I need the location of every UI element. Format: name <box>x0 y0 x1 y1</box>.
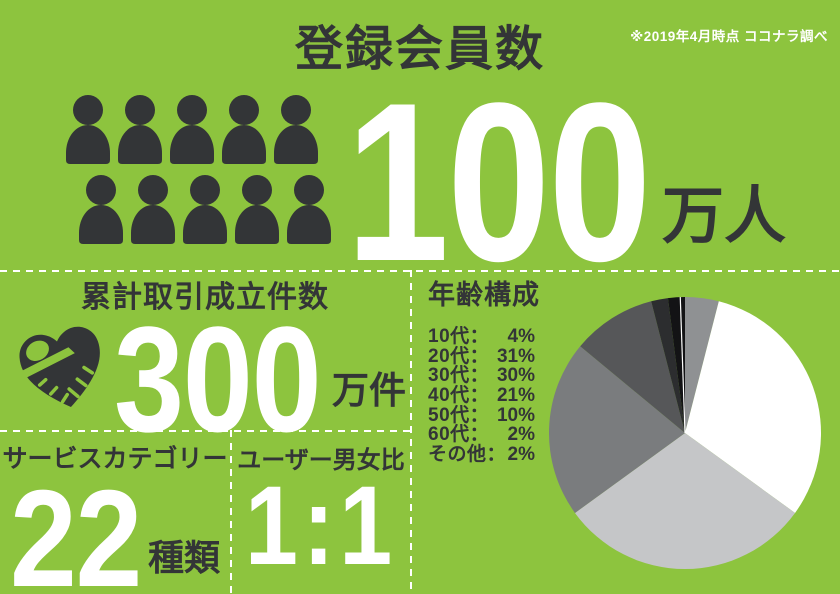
transactions-unit: 万件 <box>332 370 406 411</box>
person-icon <box>274 95 318 164</box>
person-icon <box>222 95 266 164</box>
page-title: 登録会員数 <box>294 23 545 76</box>
legend-row: その他： 2% <box>428 439 535 465</box>
members-unit: 万人 <box>662 182 787 251</box>
gender-ratio: 1:1 <box>245 463 397 588</box>
legend-value: 2% <box>507 424 535 446</box>
transactions-title: 累計取引成立件数 <box>81 281 329 314</box>
divider-main-vertical <box>410 270 412 594</box>
person-icon <box>131 175 175 244</box>
legend-value: 31% <box>496 345 535 367</box>
members-count: 100 <box>346 55 651 308</box>
person-icon <box>66 95 110 164</box>
age-chart-title: 年齢構成 <box>428 280 540 310</box>
legend-value: 10% <box>496 404 535 426</box>
legend-row: 30代： 30% <box>428 360 535 386</box>
legend-label: 30代： <box>428 365 490 387</box>
legend-label: 20代： <box>428 345 490 367</box>
categories-count: 22 <box>10 462 142 594</box>
person-icon <box>235 175 279 244</box>
survey-note: ※2019年4月時点 ココナラ調べ <box>630 29 828 44</box>
pie-slice-50代 <box>580 301 685 433</box>
legend-row: 40代： 21% <box>428 380 535 406</box>
pie-slice-60代 <box>651 298 685 433</box>
legend-label: 40代： <box>428 385 490 407</box>
gender-title: ユーザー男女比 <box>237 447 405 474</box>
person-icon <box>79 175 123 244</box>
legend-label: 50代： <box>428 404 490 426</box>
divider-top <box>0 270 840 272</box>
pie-slice-20代 <box>685 301 822 513</box>
pie-slice-separator <box>679 297 686 434</box>
age-legend: 10代： 4% 20代： 31% 30代： 30% 40代： 21% 50代： 10% 60代： 2%… <box>428 321 535 465</box>
categories-unit: 種類 <box>148 537 221 578</box>
legend-row: 50代： 10% <box>428 400 535 426</box>
legend-value: 21% <box>496 385 535 407</box>
pie-slice-10代 <box>685 297 719 433</box>
legend-row: 20代： 31% <box>428 341 535 367</box>
pie-slice-その他 <box>667 297 685 433</box>
pie-slice-30代 <box>574 433 796 570</box>
handshake-heart-icon <box>19 326 100 408</box>
legend-label: 10代： <box>428 326 490 347</box>
people-icons <box>66 95 331 244</box>
categories-title: サービスカテゴリー <box>2 445 228 473</box>
transactions-count: 300 <box>114 295 322 463</box>
legend-value: 2% <box>507 444 535 466</box>
person-icon <box>118 95 162 164</box>
person-icon <box>170 95 214 164</box>
person-icon <box>287 175 331 244</box>
legend-row: 60代： 2% <box>428 419 535 445</box>
legend-row: 10代： 4% <box>428 321 535 347</box>
legend-value: 4% <box>507 326 535 347</box>
legend-value: 30% <box>496 365 535 387</box>
legend-label: 60代： <box>428 424 490 446</box>
person-icon <box>183 175 227 244</box>
pie-slice-40代 <box>548 346 685 513</box>
pie-chart <box>548 297 822 570</box>
divider-cells-vertical <box>230 430 232 594</box>
legend-label: その他： <box>428 444 507 466</box>
divider-left-horizontal <box>0 430 411 432</box>
